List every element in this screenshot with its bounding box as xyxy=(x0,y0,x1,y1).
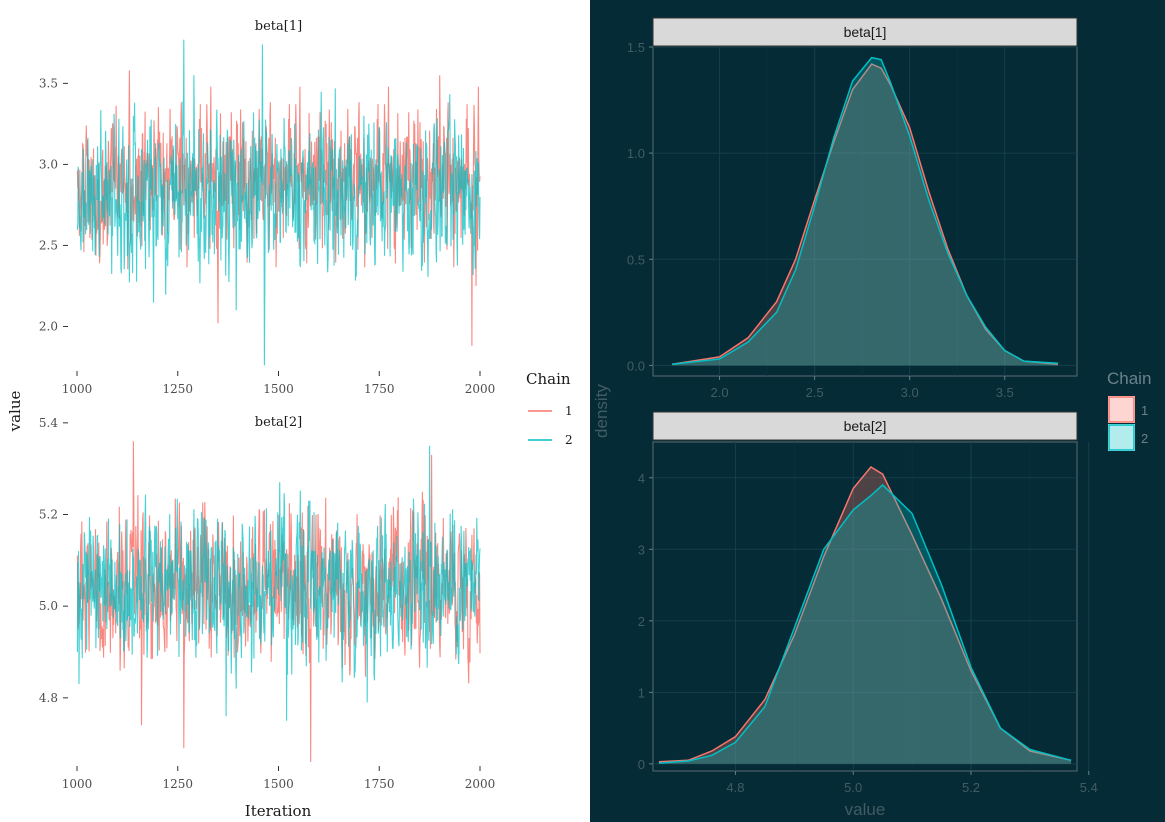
x-tick-label: 1500 xyxy=(263,382,294,396)
y-tick-label: 5.2 xyxy=(39,508,58,522)
y-tick-label: 3 xyxy=(638,542,645,557)
x-tick-label: 2.5 xyxy=(806,385,824,400)
legend-key-chain-2 xyxy=(1108,424,1135,451)
y-tick-label: 0 xyxy=(638,757,645,772)
y-tick-label: 1.0 xyxy=(627,146,645,161)
x-tick-label: 1750 xyxy=(364,382,395,396)
x-tick-label: 4.8 xyxy=(726,780,744,795)
x-axis-title: Iteration xyxy=(245,802,312,820)
trace-line-chain-2 xyxy=(76,39,481,366)
trace-strip-label: beta[2] xyxy=(255,415,302,430)
y-tick-label: 0.5 xyxy=(627,252,645,267)
legend-key-bg-chain-2 xyxy=(1108,424,1135,451)
legend-label-chain-2: 2 xyxy=(565,433,573,447)
x-tick-label: 5.0 xyxy=(844,780,862,795)
y-axis-title: density xyxy=(592,384,611,438)
y-tick-label: 1.5 xyxy=(627,40,645,55)
y-tick-label: 0.0 xyxy=(627,358,645,373)
legend-title: Chain xyxy=(526,370,571,388)
density-line-chain-2 xyxy=(658,483,1072,764)
density-panel-border xyxy=(652,441,1078,772)
x-tick-label: 2.0 xyxy=(711,385,729,400)
x-tick-label: 5.2 xyxy=(962,780,980,795)
y-tick-label: 2.5 xyxy=(39,238,58,252)
trace-plot: beta[1] 2.0 2.5 3.0 3.5 1000 1250 1500 1750 2000 b… xyxy=(6,19,573,820)
x-tick-label: 2000 xyxy=(465,777,496,791)
x-tick-label: 2000 xyxy=(465,382,496,396)
density-area-chain-2 xyxy=(672,57,1058,366)
legend-label-chain-1: 1 xyxy=(1141,403,1148,418)
legend-key-bg-chain-1 xyxy=(1108,396,1135,423)
y-tick-label: 4.8 xyxy=(39,691,58,705)
y-tick-label: 5.4 xyxy=(39,416,58,430)
x-tick-label: 1500 xyxy=(263,777,294,791)
y-tick-label: 4 xyxy=(638,471,645,486)
x-tick-label: 3.0 xyxy=(901,385,919,400)
x-tick-label: 1000 xyxy=(62,382,93,396)
density-strip xyxy=(652,17,1078,47)
trace-strip-label: beta[1] xyxy=(255,19,302,34)
x-tick-label: 5.4 xyxy=(1080,780,1098,795)
density-line-chain-1 xyxy=(658,466,1072,763)
density-area-chain-2 xyxy=(658,484,1072,764)
x-tick-label: 1250 xyxy=(162,382,193,396)
y-axis-title: value xyxy=(6,391,24,433)
legend-title: Chain xyxy=(1107,369,1151,388)
density-strip xyxy=(652,411,1078,441)
density-plot-panel: beta[1] 2.0 2.5 3.0 3.5 0.0 0.5 1.0 1.5 beta[2] 4.… xyxy=(590,0,1165,822)
y-tick-label: 2 xyxy=(638,614,645,629)
y-tick-label: 1 xyxy=(638,685,645,700)
y-tick-label: 3.0 xyxy=(39,157,58,171)
density-plot: beta[1] 2.0 2.5 3.0 3.5 0.0 0.5 1.0 1.5 beta[2] 4.… xyxy=(592,17,1151,819)
y-tick-label: 2.0 xyxy=(39,319,58,333)
x-tick-label: 1250 xyxy=(162,777,193,791)
density-line-chain-1 xyxy=(671,63,1059,366)
density-strip-label: beta[2] xyxy=(844,418,887,434)
trace-plot-panel: beta[1] 2.0 2.5 3.0 3.5 1000 1250 1500 1750 2000 b… xyxy=(6,19,573,820)
x-tick-label: 1750 xyxy=(364,777,395,791)
y-tick-label: 5.0 xyxy=(39,599,58,613)
legend-key-chain-1 xyxy=(1108,396,1135,423)
density-line-chain-2 xyxy=(671,56,1059,366)
x-tick-label: 1000 xyxy=(62,777,93,791)
y-tick-label: 3.5 xyxy=(39,76,58,90)
x-axis-title: value xyxy=(845,800,886,819)
x-tick-label: 3.5 xyxy=(996,385,1014,400)
legend-label-chain-2: 2 xyxy=(1141,431,1148,446)
density-strip-label: beta[1] xyxy=(844,24,887,40)
density-area-chain-1 xyxy=(672,64,1058,366)
density-area-chain-1 xyxy=(658,467,1072,764)
trace-line-chain-2 xyxy=(76,445,481,721)
legend-label-chain-1: 1 xyxy=(565,404,573,418)
